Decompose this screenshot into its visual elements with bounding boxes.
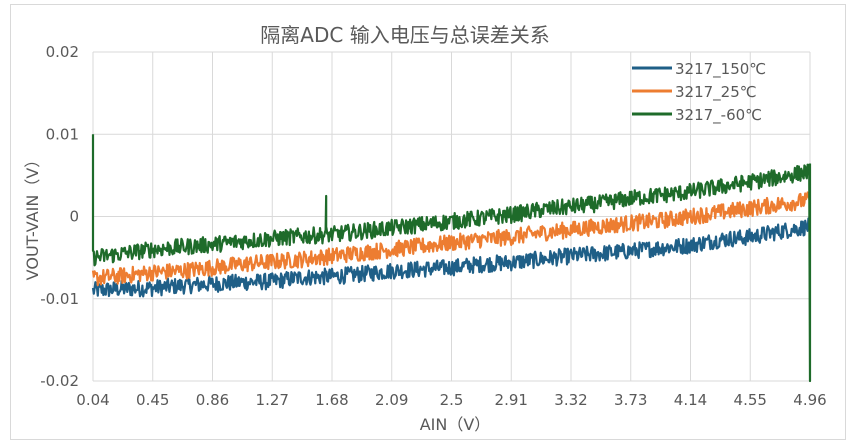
legend-label: 3217_25℃ [675,83,757,102]
series-group [91,134,812,383]
y-tick-label: -0.02 [40,372,79,390]
chart-frame [10,4,846,440]
x-tick-label: 1.68 [315,391,348,409]
x-tick-label: 2.91 [495,391,528,409]
x-tick-label: 3.73 [614,391,647,409]
x-axis-label: AIN（V） [420,415,491,434]
x-tick-labels: 0.04 0.45 0.86 1.27 1.68 2.09 2.5 2.91 3.32 3.73 4… [76,391,826,409]
y-tick-label: 0 [69,208,79,226]
series-line [91,217,812,298]
y-tick-labels: 0.02 0.01 0 -0.01 -0.02 [40,43,79,390]
x-tick-label: 2.09 [375,391,408,409]
x-tick-label: 4.14 [674,391,707,409]
series-line [91,191,812,287]
y-tick-label: -0.01 [40,290,79,308]
x-tick-label: 0.86 [196,391,229,409]
legend-label: 3217_-60℃ [675,106,762,125]
x-tick-label: 4.55 [734,391,767,409]
x-tick-label: 2.5 [440,391,464,409]
series-line [91,134,812,383]
legend-label: 3217_150℃ [675,60,766,79]
x-tick-label: 3.32 [554,391,587,409]
x-tick-label: 1.27 [256,391,289,409]
x-tick-label: 0.45 [136,391,169,409]
legend: 3217_150℃ 3217_25℃ 3217_-60℃ [632,60,766,125]
x-tick-label: 0.04 [76,391,109,409]
x-tick-label: 4.96 [793,391,826,409]
chart-title: 隔离ADC 输入电压与总误差关系 [260,23,549,47]
y-tick-label: 0.01 [46,125,79,143]
y-axis-label: VOUT-VAIN（V） [23,152,42,281]
y-tick-label: 0.02 [46,43,79,61]
